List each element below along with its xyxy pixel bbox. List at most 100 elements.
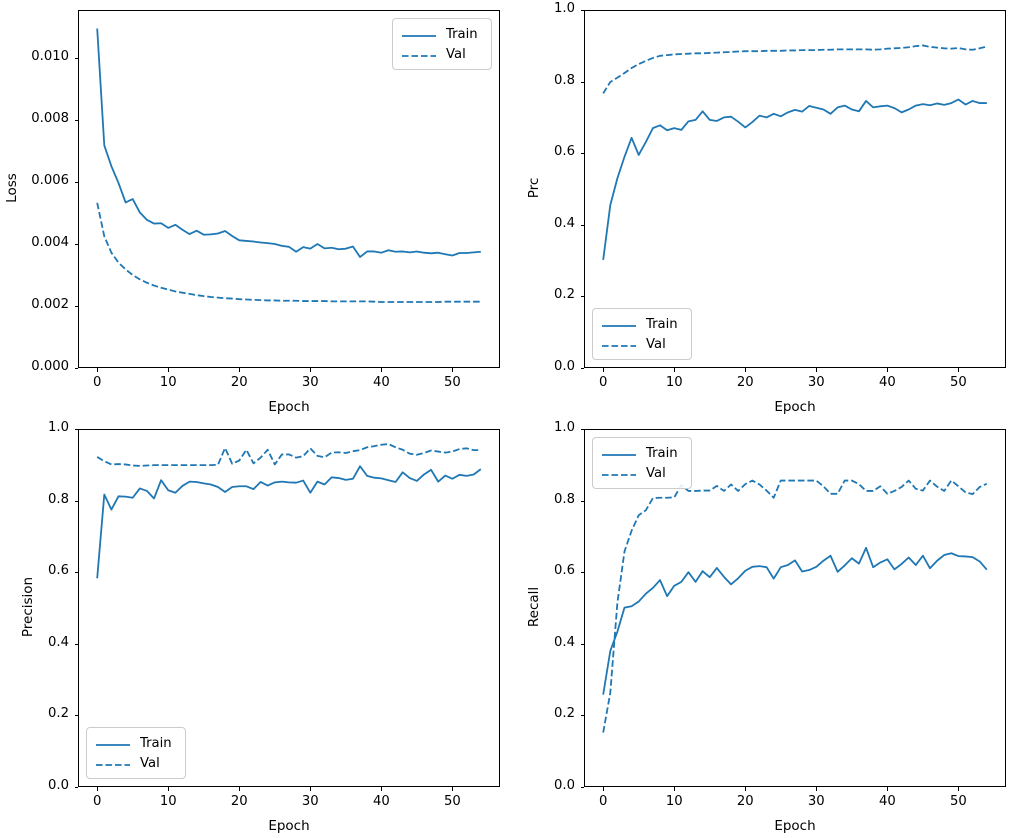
xtick-mark-prc-5 bbox=[958, 368, 960, 372]
xtick-mark-precision-1 bbox=[168, 787, 170, 791]
xtick-label-prc-0: 0 bbox=[598, 375, 608, 390]
xtick-mark-recall-4 bbox=[887, 787, 889, 791]
ytick-mark-prc-2 bbox=[580, 224, 584, 226]
xtick-mark-loss-3 bbox=[310, 368, 312, 372]
xtick-label-precision-0: 0 bbox=[92, 794, 102, 809]
ytick-mark-recall-5 bbox=[580, 429, 584, 430]
xtick-label-precision-1: 10 bbox=[159, 794, 177, 809]
ytick-mark-prc-3 bbox=[580, 153, 584, 155]
ytick-label-prc-5: 1.0 bbox=[554, 1, 575, 16]
plot-area-precision bbox=[78, 429, 500, 787]
xtick-mark-recall-2 bbox=[745, 787, 747, 791]
ytick-label-prc-4: 0.8 bbox=[554, 72, 575, 88]
series-line-loss-val bbox=[96, 202, 481, 303]
xtick-label-recall-3: 30 bbox=[807, 794, 825, 809]
ytick-mark-precision-5 bbox=[74, 429, 78, 430]
xtick-mark-loss-1 bbox=[168, 368, 170, 372]
xtick-label-prc-2: 20 bbox=[736, 375, 754, 390]
ytick-mark-prc-4 bbox=[580, 81, 584, 83]
legend-precision[interactable]: Train Val bbox=[86, 727, 186, 779]
legend-line-sample-val-prc bbox=[601, 338, 637, 352]
ytick-label-loss-4: 0.008 bbox=[31, 111, 69, 127]
ytick-label-precision-0: 0.0 bbox=[48, 778, 69, 793]
xtick-mark-loss-5 bbox=[452, 368, 454, 372]
legend-row-train-prc: Train bbox=[601, 315, 683, 335]
xtick-label-loss-0: 0 bbox=[92, 375, 102, 390]
ytick-mark-precision-3 bbox=[74, 572, 78, 574]
ytick-mark-loss-4 bbox=[74, 120, 78, 122]
series-line-recall-train bbox=[602, 546, 988, 695]
legend-label-val-precision: Val bbox=[140, 756, 160, 772]
legend-recall[interactable]: Train Val bbox=[592, 437, 692, 489]
ytick-label-loss-1: 0.002 bbox=[31, 297, 69, 312]
xtick-label-loss-4: 40 bbox=[372, 375, 390, 390]
legend-row-val-recall: Val bbox=[601, 464, 683, 484]
ytick-mark-prc-0 bbox=[580, 368, 584, 369]
legend-row-train-recall: Train bbox=[601, 444, 683, 464]
ytick-mark-recall-0 bbox=[580, 787, 584, 788]
ytick-label-precision-4: 0.8 bbox=[48, 491, 69, 507]
legend-label-val-recall: Val bbox=[646, 466, 666, 482]
xtick-label-prc-4: 40 bbox=[878, 375, 896, 390]
legend-row-val-precision: Val bbox=[95, 754, 177, 774]
xtick-label-recall-2: 20 bbox=[736, 794, 754, 809]
xtick-label-precision-3: 30 bbox=[301, 794, 319, 809]
ytick-mark-precision-4 bbox=[74, 500, 78, 502]
xtick-mark-loss-2 bbox=[239, 368, 241, 372]
legend-label-val-loss: Val bbox=[446, 47, 466, 63]
ytick-mark-prc-5 bbox=[580, 10, 584, 11]
xtick-label-loss-2: 20 bbox=[230, 375, 248, 390]
legend-line-sample-train-prc bbox=[601, 318, 637, 332]
ytick-label-precision-2: 0.4 bbox=[48, 634, 69, 650]
xtick-label-loss-1: 10 bbox=[159, 375, 177, 390]
xtick-mark-prc-4 bbox=[887, 368, 889, 372]
legend-label-train-recall: Train bbox=[646, 446, 678, 462]
legend-prc[interactable]: Train Val bbox=[592, 308, 692, 360]
legend-line-sample-train-precision bbox=[95, 737, 131, 751]
xtick-label-prc-1: 10 bbox=[665, 375, 683, 390]
series-line-precision-val bbox=[96, 443, 481, 467]
series-line-recall-val bbox=[602, 479, 988, 733]
ytick-mark-precision-2 bbox=[74, 643, 78, 645]
ytick-label-recall-0: 0.0 bbox=[554, 778, 575, 793]
legend-row-train-precision: Train bbox=[95, 734, 177, 754]
ytick-mark-loss-5 bbox=[74, 58, 78, 60]
ytick-mark-loss-3 bbox=[74, 182, 78, 184]
xtick-label-precision-2: 20 bbox=[230, 794, 248, 809]
ytick-mark-prc-1 bbox=[580, 296, 584, 298]
legend-line-sample-val-loss bbox=[401, 48, 437, 62]
ytick-label-loss-5: 0.010 bbox=[31, 49, 69, 65]
ytick-mark-recall-2 bbox=[580, 643, 584, 645]
series-line-precision-train bbox=[96, 465, 482, 579]
ytick-label-recall-5: 1.0 bbox=[554, 420, 575, 435]
ytick-mark-precision-1 bbox=[74, 715, 78, 717]
xtick-label-precision-4: 40 bbox=[372, 794, 390, 809]
ytick-label-prc-0: 0.0 bbox=[554, 359, 575, 374]
ytick-label-recall-4: 0.8 bbox=[554, 491, 575, 507]
xtick-label-recall-4: 40 bbox=[878, 794, 896, 809]
xtick-label-recall-5: 50 bbox=[950, 794, 967, 809]
ytick-mark-loss-1 bbox=[74, 306, 78, 307]
legend-label-train-loss: Train bbox=[446, 27, 478, 43]
xtick-mark-prc-1 bbox=[674, 368, 676, 372]
series-line-loss-train bbox=[96, 28, 481, 258]
xaxis-label-recall: Epoch bbox=[774, 818, 816, 834]
xtick-mark-precision-0 bbox=[97, 787, 99, 791]
ytick-label-prc-3: 0.6 bbox=[554, 144, 575, 160]
xtick-label-loss-3: 30 bbox=[301, 375, 319, 390]
xtick-label-prc-5: 50 bbox=[950, 375, 967, 390]
legend-loss[interactable]: Train Val bbox=[392, 18, 492, 70]
legend-line-sample-val-precision bbox=[95, 757, 131, 771]
xtick-mark-recall-0 bbox=[603, 787, 605, 791]
ytick-label-loss-2: 0.004 bbox=[31, 235, 69, 251]
ytick-label-loss-3: 0.006 bbox=[31, 173, 69, 189]
series-line-prc-val bbox=[602, 44, 988, 94]
xaxis-label-prc: Epoch bbox=[774, 399, 816, 415]
